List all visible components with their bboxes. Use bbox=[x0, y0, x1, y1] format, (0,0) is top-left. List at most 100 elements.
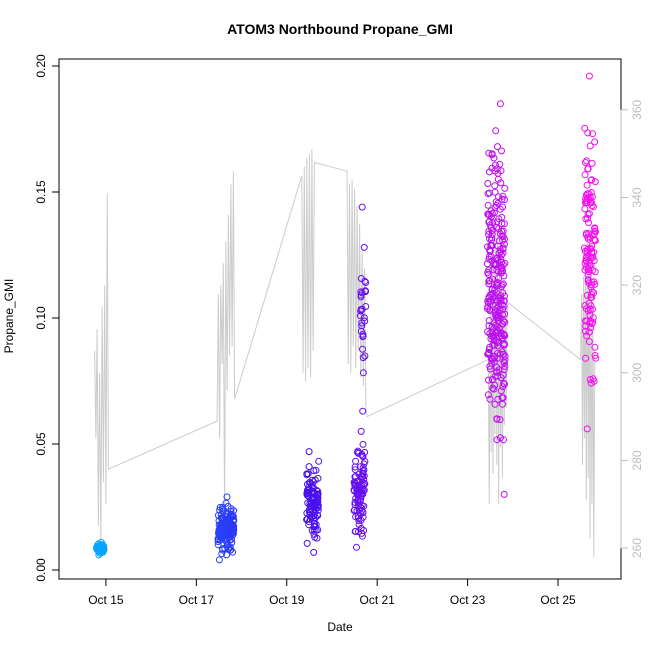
data-point bbox=[493, 368, 501, 376]
data-point bbox=[229, 530, 237, 538]
data-point bbox=[308, 487, 316, 495]
data-point bbox=[493, 223, 500, 231]
data-point bbox=[491, 182, 499, 190]
data-point bbox=[359, 467, 367, 475]
data-point bbox=[500, 379, 508, 387]
data-point bbox=[308, 513, 315, 521]
x-tick-label: Oct 21 bbox=[359, 593, 395, 607]
data-point bbox=[582, 231, 590, 239]
data-point bbox=[484, 210, 492, 218]
plot-frame bbox=[58, 58, 622, 580]
data-point bbox=[215, 556, 223, 564]
data-point bbox=[219, 523, 227, 531]
data-point bbox=[496, 416, 504, 424]
data-point bbox=[587, 189, 595, 196]
data-point bbox=[585, 299, 593, 307]
data-point bbox=[352, 527, 360, 535]
data-point bbox=[590, 289, 598, 297]
data-point bbox=[499, 236, 507, 244]
data-point bbox=[484, 350, 492, 358]
line-series-layer bbox=[94, 149, 596, 557]
data-point bbox=[230, 526, 238, 534]
data-point bbox=[485, 277, 493, 285]
data-point bbox=[484, 391, 492, 399]
data-point bbox=[485, 346, 493, 354]
data-point bbox=[492, 301, 500, 309]
data-point bbox=[586, 376, 594, 383]
data-point bbox=[303, 539, 311, 547]
data-point bbox=[581, 124, 589, 132]
y2-tick-label: 280 bbox=[630, 450, 644, 470]
data-point bbox=[498, 227, 506, 235]
data-point bbox=[501, 184, 509, 192]
y-tick-label: 0.05 bbox=[34, 432, 48, 456]
data-point bbox=[304, 480, 311, 488]
data-point bbox=[485, 280, 493, 288]
data-point bbox=[225, 534, 233, 542]
data-point bbox=[586, 262, 594, 270]
data-point bbox=[353, 486, 361, 494]
y2-tick-label: 320 bbox=[630, 275, 644, 295]
data-point bbox=[494, 342, 502, 350]
data-point bbox=[491, 259, 499, 267]
data-point bbox=[489, 289, 497, 297]
data-point bbox=[306, 511, 314, 519]
data-point bbox=[588, 278, 596, 286]
data-point bbox=[501, 259, 509, 267]
data-point bbox=[488, 286, 496, 294]
data-point bbox=[591, 268, 599, 276]
data-point bbox=[487, 224, 495, 231]
data-point bbox=[493, 436, 501, 444]
data-point bbox=[493, 415, 501, 423]
data-point bbox=[358, 322, 366, 330]
data-point bbox=[303, 470, 311, 478]
data-point bbox=[362, 279, 370, 286]
data-point bbox=[221, 512, 229, 520]
data-point bbox=[357, 524, 365, 532]
data-point bbox=[495, 249, 503, 257]
data-point bbox=[585, 235, 592, 243]
data-point bbox=[581, 327, 589, 335]
data-point bbox=[499, 383, 507, 391]
data-point bbox=[225, 520, 233, 528]
data-point bbox=[589, 375, 597, 383]
x-axis-label: Date bbox=[327, 620, 353, 634]
data-point bbox=[218, 550, 226, 558]
data-point bbox=[591, 224, 599, 232]
data-point bbox=[589, 130, 597, 138]
data-point bbox=[216, 503, 224, 511]
data-point bbox=[485, 149, 493, 157]
data-point bbox=[359, 440, 367, 448]
data-point bbox=[310, 467, 318, 475]
data-point bbox=[499, 320, 507, 328]
data-point bbox=[588, 288, 596, 296]
y-axis: 0.00 0.05 0.10 0.15 0.20 bbox=[34, 54, 60, 582]
data-point bbox=[589, 203, 597, 211]
x-tick-label: Oct 19 bbox=[269, 593, 305, 607]
data-point bbox=[357, 516, 365, 524]
data-point bbox=[583, 181, 591, 189]
y-axis-label: Propane_GMI bbox=[2, 279, 16, 354]
data-point bbox=[357, 288, 365, 296]
data-point bbox=[501, 235, 508, 243]
data-point bbox=[488, 323, 496, 331]
data-point bbox=[488, 151, 496, 159]
data-point bbox=[493, 218, 501, 226]
data-point bbox=[310, 526, 318, 534]
data-point bbox=[485, 350, 492, 358]
data-point bbox=[357, 495, 365, 503]
data-point bbox=[581, 205, 589, 213]
data-point bbox=[488, 236, 495, 244]
data-point bbox=[494, 372, 502, 380]
data-point bbox=[485, 255, 493, 263]
data-point bbox=[499, 192, 507, 200]
data-point bbox=[497, 251, 505, 259]
data-point bbox=[582, 354, 590, 362]
data-point bbox=[484, 270, 492, 278]
y2-tick-label: 300 bbox=[630, 362, 644, 382]
data-point bbox=[487, 297, 495, 305]
data-point bbox=[310, 548, 318, 556]
data-point bbox=[585, 72, 593, 80]
data-point bbox=[500, 490, 508, 498]
